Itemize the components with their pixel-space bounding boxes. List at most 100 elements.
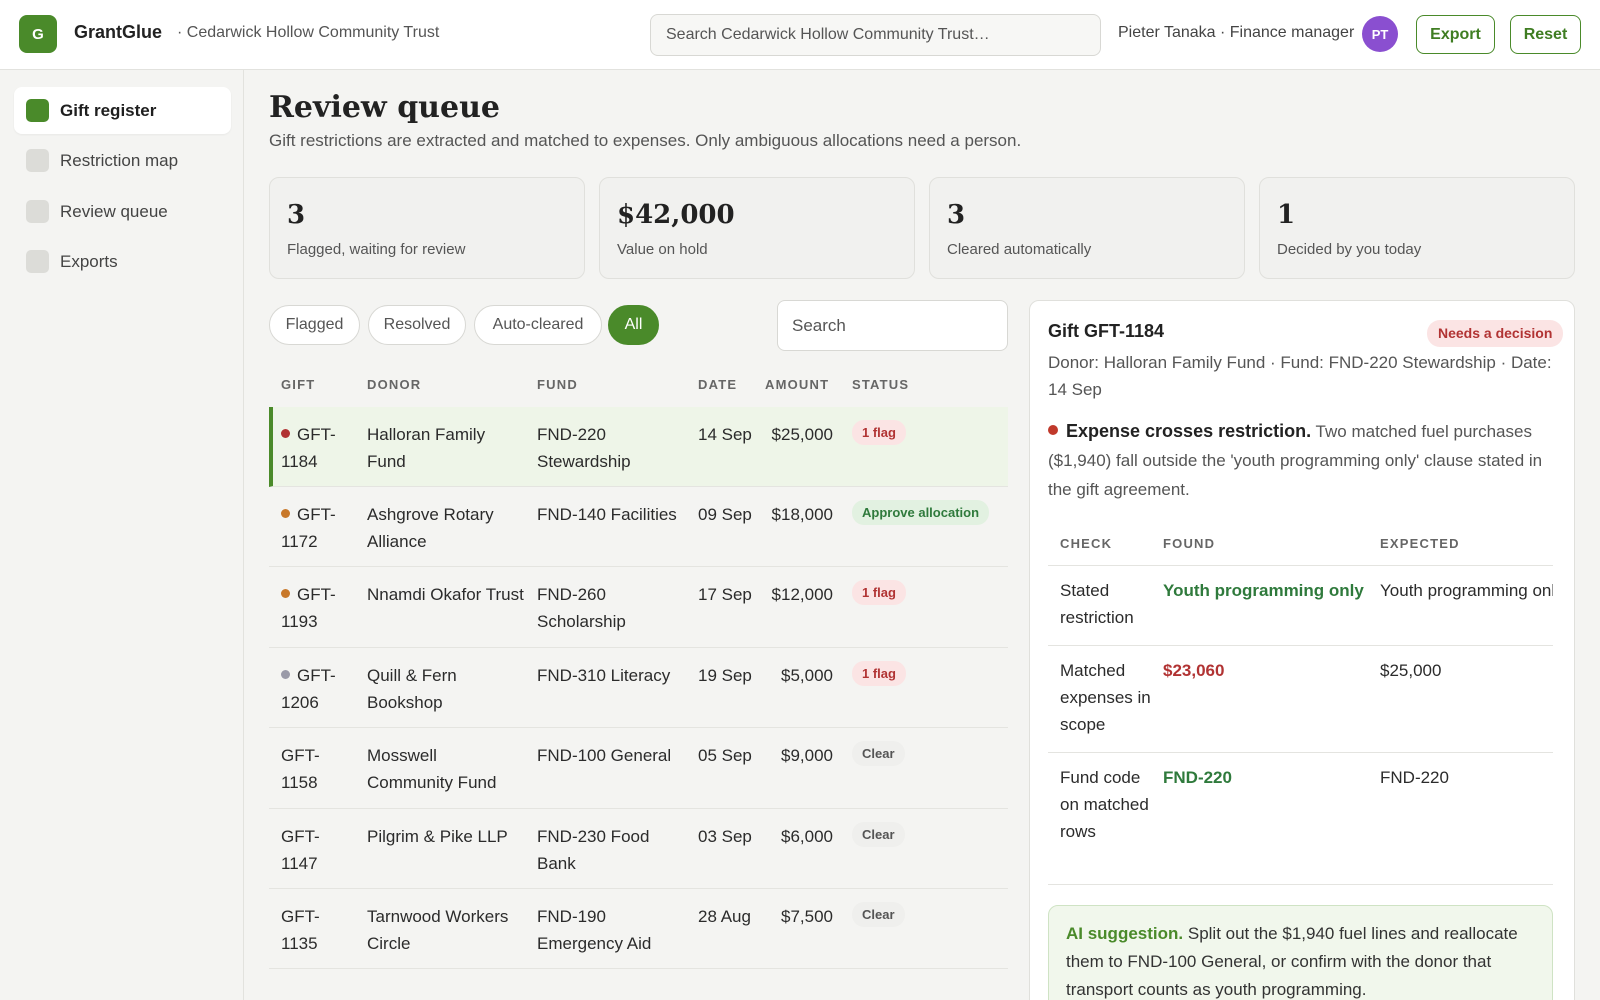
check-expected: Youth programming only <box>1380 581 1553 600</box>
cell-text: 09 Sep <box>698 505 752 524</box>
app-name: GrantGlue <box>74 22 163 42</box>
cell-text: GFT-1206 <box>281 666 336 712</box>
stat-card-value-on-hold: $42,000 Value on hold <box>599 177 915 279</box>
list-search-input[interactable]: Search <box>777 300 1008 351</box>
cell-text: FND-260 Scholarship <box>537 585 626 631</box>
app-logo[interactable]: G <box>19 15 57 53</box>
cell-date: 19 Sep <box>698 662 753 689</box>
check-found: $23,060 <box>1163 661 1225 680</box>
cell-text: 14 Sep <box>698 425 752 444</box>
column-header-fund[interactable]: FUND <box>537 377 578 392</box>
review-queue-icon <box>26 200 49 223</box>
sidebar-item-label: Exports <box>60 251 118 271</box>
ai-suggestion: AI suggestion. Split out the $1,940 fuel… <box>1048 905 1553 1000</box>
status-dot-icon <box>281 670 290 679</box>
stat-value: 3 <box>287 200 306 230</box>
table-row[interactable]: GFT-1158 Mosswell Community Fund FND-100 G… <box>269 728 1008 809</box>
cell-date: 14 Sep <box>698 421 753 448</box>
cell-amount: $18,000 <box>749 501 833 528</box>
status-badge: 1 flag <box>852 580 906 605</box>
cell-text: FND-100 General <box>537 746 672 765</box>
table-row[interactable]: GFT-1172 Ashgrove Rotary Alliance FND-140 … <box>269 487 1008 567</box>
status-badge: 1 flag <box>852 420 906 445</box>
cell-text: $7,500 <box>781 907 833 926</box>
cell-amount: $9,000 <box>749 742 833 769</box>
filter-chip-resolved[interactable]: Resolved <box>368 305 466 345</box>
column-header-amount[interactable]: AMOUNT <box>765 377 830 392</box>
avatar[interactable]: PT <box>1362 16 1398 52</box>
column-header-status[interactable]: STATUS <box>852 377 910 392</box>
status-dot-icon <box>281 589 290 598</box>
reset-button[interactable]: Reset <box>1510 15 1581 54</box>
cell-gift: GFT-1206 <box>281 662 351 716</box>
column-header-date[interactable]: DATE <box>698 377 738 392</box>
filter-chip-all[interactable]: All <box>608 305 659 345</box>
cell-text: 03 Sep <box>698 827 752 846</box>
cell-fund: FND-190 Emergency Aid <box>537 903 687 957</box>
cell-text: FND-230 Food Bank <box>537 827 650 873</box>
table-row[interactable]: GFT-1206 Quill & Fern Bookshop FND-310 Lit… <box>269 648 1008 728</box>
check-found: FND-220 <box>1163 768 1232 787</box>
cell-text: 28 Aug <box>698 907 751 926</box>
cell-donor: Ashgrove Rotary Alliance <box>367 501 527 555</box>
status-dot-icon <box>281 509 290 518</box>
sidebar-item-restriction-map[interactable]: Restriction map <box>14 137 231 184</box>
column-header-gift[interactable]: GIFT <box>281 377 316 392</box>
table-row[interactable]: GFT-1184 Halloran Family Fund FND-220 Stew… <box>269 407 1008 487</box>
global-search-input[interactable]: Search Cedarwick Hollow Community Trust… <box>650 14 1101 56</box>
page-subtitle: Gift restrictions are extracted and matc… <box>269 131 1022 150</box>
cell-text: $12,000 <box>771 585 833 604</box>
cell-text: 05 Sep <box>698 746 752 765</box>
filter-chip-flagged[interactable]: Flagged <box>269 305 360 345</box>
table-row[interactable]: GFT-1135 Tarnwood Workers Circle FND-190 E… <box>269 889 1008 969</box>
cell-date: 05 Sep <box>698 742 753 769</box>
cell-text: Pilgrim & Pike LLP <box>367 827 508 846</box>
cell-text: $6,000 <box>781 827 833 846</box>
stat-label: Flagged, waiting for review <box>287 241 466 258</box>
sidebar-item-review-queue[interactable]: Review queue <box>14 188 231 235</box>
sidebar-item-gift-register[interactable]: Gift register <box>14 87 231 134</box>
exports-icon <box>26 250 49 273</box>
cell-text: GFT-1172 <box>281 505 336 551</box>
table-row[interactable]: GFT-1147 Pilgrim & Pike LLP FND-230 Food B… <box>269 809 1008 889</box>
stat-card-cleared: 3 Cleared automatically <box>929 177 1245 279</box>
check-expected: FND-220 <box>1380 768 1449 787</box>
sidebar-item-label: Restriction map <box>60 150 179 170</box>
top-bar: G GrantGlue · Cedarwick Hollow Community… <box>0 0 1600 70</box>
cell-text: Tarnwood Workers Circle <box>367 907 509 953</box>
check-found: Youth programming only <box>1163 581 1364 600</box>
ai-suggestion-text: Split out the $1,940 fuel lines and real… <box>1066 924 1518 999</box>
check-check: Stated restriction <box>1060 581 1134 627</box>
sidebar-item-label: Review queue <box>60 201 168 221</box>
column-header-donor[interactable]: DONOR <box>367 377 422 392</box>
status-dot-icon <box>281 429 290 438</box>
status-badge: Clear <box>852 902 905 927</box>
stat-label: Value on hold <box>617 241 708 258</box>
stat-value: 1 <box>1277 200 1296 230</box>
export-button[interactable]: Export <box>1416 15 1495 54</box>
cell-fund: FND-230 Food Bank <box>537 823 687 877</box>
cell-gift: GFT-1193 <box>281 581 351 635</box>
alert-dot-icon <box>1048 425 1058 435</box>
cell-text: GFT-1147 <box>281 827 320 873</box>
table-row[interactable]: GFT-1193 Nnamdi Okafor Trust FND-260 Schol… <box>269 567 1008 648</box>
cell-text: FND-140 Facilities <box>537 505 677 524</box>
cell-text: Quill & Fern Bookshop <box>367 666 457 712</box>
cell-amount: $25,000 <box>749 421 833 448</box>
status-badge: 1 flag <box>852 661 906 686</box>
sidebar-item-exports[interactable]: Exports <box>14 238 231 285</box>
restriction-map-icon <box>26 149 49 172</box>
check-row: Matched expenses in scope $23,060 $25,000 <box>1048 645 1553 752</box>
cell-gift: GFT-1184 <box>281 421 351 475</box>
cell-text: $5,000 <box>781 666 833 685</box>
cell-gift: GFT-1135 <box>281 903 351 957</box>
status-badge[interactable]: Approve allocation <box>852 500 990 525</box>
detail-meta: Donor: Halloran Family Fund · Fund: FND-… <box>1048 353 1552 399</box>
cell-date: 28 Aug <box>698 903 753 930</box>
decision-badge: Needs a decision <box>1427 320 1564 347</box>
cell-text: 19 Sep <box>698 666 752 685</box>
cell-date: 17 Sep <box>698 581 753 608</box>
page-title: Review queue <box>269 90 500 125</box>
check-check: Fund code on matched rows <box>1060 768 1149 841</box>
filter-chip-auto-cleared[interactable]: Auto-cleared <box>474 305 602 345</box>
